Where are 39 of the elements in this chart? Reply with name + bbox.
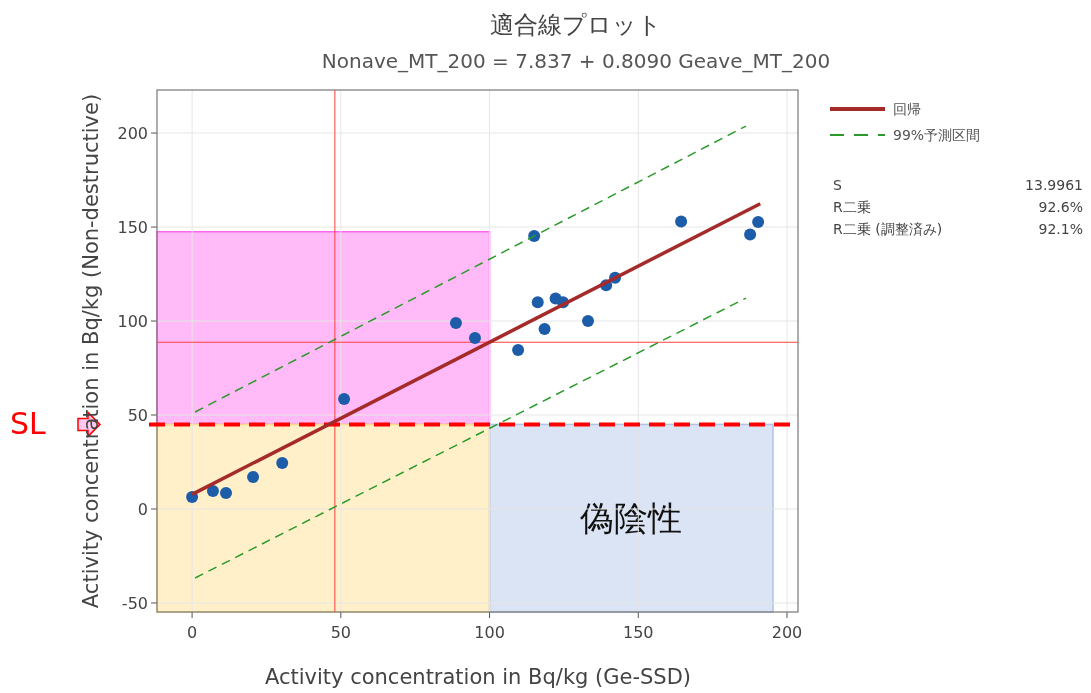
x-tick-label: 100 bbox=[474, 623, 505, 642]
text: 13.9961 bbox=[1025, 177, 1083, 193]
point bbox=[512, 343, 525, 356]
x-tick-label: 200 bbox=[771, 623, 803, 642]
point bbox=[338, 393, 351, 406]
chart-title: 適合線プロット bbox=[490, 11, 662, 39]
point bbox=[449, 317, 462, 330]
y-axis-title: Activity concentration in Bq/kg (Non-destructive) bbox=[79, 93, 103, 609]
legend-label: 回帰 bbox=[893, 101, 921, 117]
ref-line-label: SL bbox=[10, 406, 47, 442]
point bbox=[531, 296, 544, 309]
point bbox=[276, 456, 289, 469]
point bbox=[744, 228, 757, 241]
text: R二乗 (調整済み) bbox=[833, 221, 943, 237]
x-axis-title: Activity concentration in Bq/kg (Ge-SSD) bbox=[264, 665, 692, 689]
point bbox=[206, 484, 219, 497]
y-tick-label: 150 bbox=[117, 218, 148, 238]
y-tick-label: -50 bbox=[121, 593, 148, 613]
point bbox=[752, 215, 765, 228]
legend-label: 99%予測区間 bbox=[893, 127, 981, 143]
point bbox=[538, 323, 551, 336]
point bbox=[247, 471, 260, 484]
point bbox=[468, 331, 481, 344]
text: 92.1% bbox=[1038, 221, 1083, 237]
text: 92.6% bbox=[1038, 199, 1083, 215]
chart-subtitle: Nonave_MT_200 = 7.837 + 0.8090 Geave_MT_200 bbox=[321, 49, 831, 73]
y-tick-label: 50 bbox=[127, 406, 148, 425]
band-label: 偽陰性 bbox=[580, 498, 683, 539]
point bbox=[582, 315, 594, 328]
x-tick-label: 50 bbox=[330, 623, 351, 642]
y-tick-label: 0 bbox=[137, 499, 148, 519]
x-tick-label: 150 bbox=[623, 623, 654, 642]
y-tick-label: 100 bbox=[117, 312, 148, 332]
y-tick-label: 200 bbox=[117, 124, 148, 144]
point bbox=[675, 215, 688, 228]
point bbox=[220, 487, 233, 500]
text: S bbox=[833, 177, 842, 193]
text: R二乗 bbox=[833, 199, 871, 215]
x-tick-label: 0 bbox=[187, 623, 198, 642]
